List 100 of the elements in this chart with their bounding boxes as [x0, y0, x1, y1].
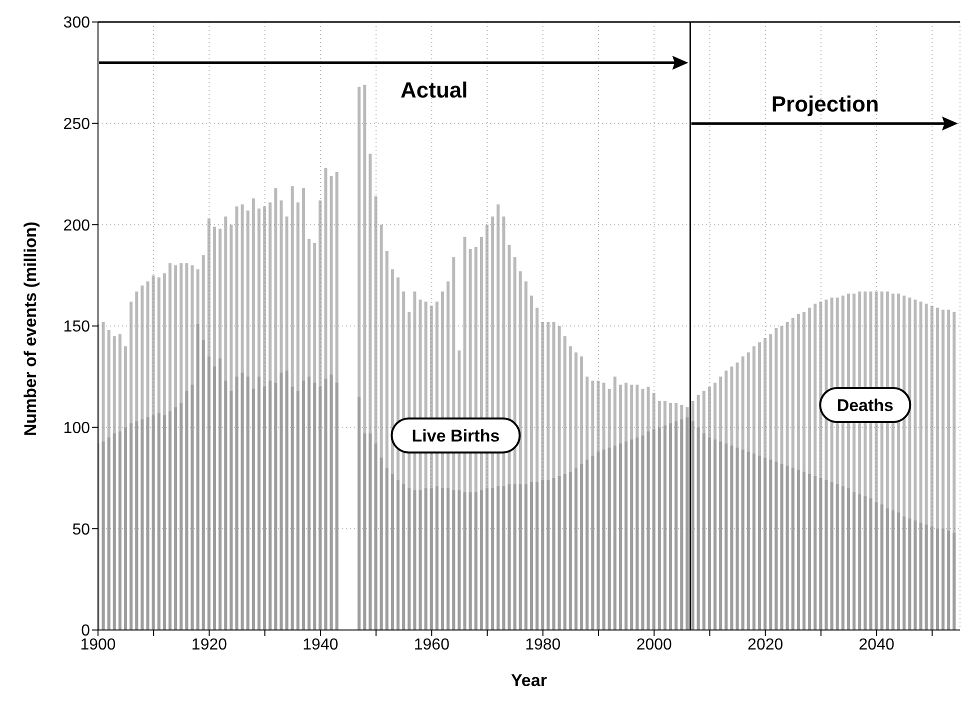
bar — [390, 474, 394, 630]
bar — [257, 376, 260, 630]
bar — [830, 298, 834, 630]
bar — [774, 328, 778, 630]
bar — [914, 300, 917, 630]
bar — [418, 490, 422, 630]
bar — [802, 312, 806, 630]
bar — [363, 433, 366, 630]
bar — [463, 492, 466, 630]
bar — [530, 482, 533, 630]
bar — [708, 386, 711, 630]
bar — [652, 429, 656, 630]
bar — [180, 403, 183, 630]
bar — [385, 468, 388, 630]
x-tick-label: 2040 — [858, 636, 894, 654]
bar — [552, 478, 556, 630]
bar — [646, 431, 650, 630]
bar — [168, 411, 172, 630]
bar — [936, 308, 939, 630]
bar — [413, 490, 416, 630]
bar — [924, 304, 928, 630]
y-tick-label: 100 — [63, 420, 90, 438]
bar — [146, 417, 150, 630]
bar — [474, 492, 478, 630]
bar — [808, 308, 812, 630]
x-tick-label: 1960 — [414, 636, 450, 654]
bar — [568, 472, 572, 630]
bar — [374, 444, 378, 630]
bar — [174, 407, 178, 630]
series-label: Deaths — [836, 396, 894, 416]
y-axis-title: Number of events (million) — [21, 222, 40, 436]
bar — [162, 415, 166, 630]
bar — [574, 468, 578, 630]
bar — [541, 480, 544, 630]
y-tick-label: 250 — [63, 116, 90, 134]
bar — [318, 386, 322, 630]
bar — [496, 486, 500, 630]
bar — [140, 419, 144, 630]
bar — [930, 306, 934, 630]
bar — [796, 314, 800, 630]
bar — [240, 372, 244, 630]
bar — [152, 415, 155, 630]
bar — [836, 298, 839, 630]
bar — [207, 356, 210, 630]
bar — [536, 482, 539, 630]
bar — [268, 380, 272, 630]
bar — [586, 460, 589, 630]
bar — [513, 484, 516, 630]
bar — [112, 433, 116, 630]
bar — [518, 484, 522, 630]
bar — [368, 433, 372, 630]
bar — [714, 382, 717, 630]
bar — [280, 372, 283, 630]
bar — [157, 413, 160, 630]
bar — [736, 362, 739, 630]
bar — [730, 366, 734, 630]
bar — [380, 458, 383, 630]
bar — [324, 378, 328, 630]
bar — [546, 480, 550, 630]
y-tick-label: 50 — [72, 521, 90, 538]
bar — [296, 390, 300, 630]
bar — [897, 294, 900, 630]
bar — [302, 380, 305, 630]
bar — [891, 294, 894, 630]
x-tick-label: 1940 — [302, 636, 338, 654]
bar — [213, 366, 216, 630]
x-tick-label: 1980 — [525, 636, 561, 654]
x-tick-label: 1920 — [191, 636, 228, 654]
annotation: Actual — [400, 78, 468, 103]
bar — [446, 488, 450, 630]
bar — [230, 390, 233, 630]
bar — [780, 326, 784, 630]
bar — [702, 390, 706, 630]
bar — [224, 380, 228, 630]
bar — [202, 340, 205, 630]
y-tick-label: 300 — [63, 14, 90, 32]
bar — [764, 338, 767, 630]
bar — [107, 437, 110, 630]
bar — [596, 452, 600, 630]
bar — [402, 484, 406, 630]
bar — [285, 370, 288, 630]
bar — [486, 488, 489, 630]
bar — [435, 486, 438, 630]
bar — [441, 488, 444, 630]
bar — [335, 382, 338, 630]
bar — [190, 384, 194, 630]
bar — [124, 427, 128, 630]
bar — [246, 376, 250, 630]
bar — [308, 376, 311, 630]
bar — [491, 488, 494, 630]
bar — [641, 435, 644, 630]
bar — [135, 421, 138, 630]
bar — [608, 448, 611, 630]
bar — [752, 346, 756, 630]
bar — [758, 342, 762, 630]
bar — [452, 490, 456, 630]
bar — [902, 296, 906, 630]
bar — [741, 356, 744, 630]
y-tick-label: 150 — [63, 318, 90, 336]
bar — [508, 484, 511, 630]
